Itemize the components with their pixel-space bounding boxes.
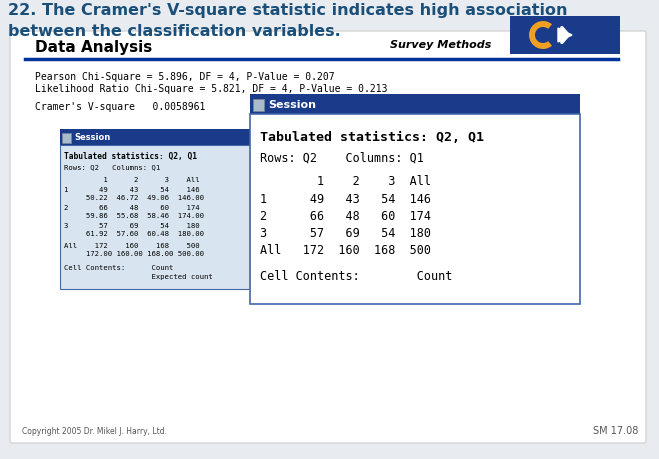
FancyBboxPatch shape (10, 32, 646, 443)
Bar (253, 100, 264, 112)
Bar (510, 17, 620, 55)
Bar (60, 146, 275, 289)
Text: 1      49   43   54  146: 1 49 43 54 146 (260, 193, 431, 206)
Text: 1       49     43     54    146: 1 49 43 54 146 (64, 187, 200, 193)
Polygon shape (558, 29, 572, 43)
Text: 1    2    3  All: 1 2 3 All (260, 174, 431, 188)
Text: 2      66   48   60  174: 2 66 48 60 174 (260, 210, 431, 223)
Text: Pearson Chi-Square = 5.896, DF = 4, P-Value = 0.207: Pearson Chi-Square = 5.896, DF = 4, P-Va… (35, 72, 335, 82)
Bar (62, 134, 71, 144)
Bar (250, 115, 580, 304)
Text: 61.92  57.60  60.48  180.00: 61.92 57.60 60.48 180.00 (64, 230, 204, 236)
Text: Likelihood Ratio Chi-Square = 5.821, DF = 4, P-Value = 0.213: Likelihood Ratio Chi-Square = 5.821, DF … (35, 84, 387, 94)
Text: Data Analysis: Data Analysis (35, 40, 152, 55)
Text: Rows: Q2    Columns: Q1: Rows: Q2 Columns: Q1 (260, 151, 424, 165)
Text: Expected count: Expected count (64, 274, 213, 280)
Text: 50.22  46.72  49.06  146.00: 50.22 46.72 49.06 146.00 (64, 195, 204, 201)
Text: Tabulated statistics: Q2, Q1: Tabulated statistics: Q2, Q1 (260, 131, 484, 144)
Bar (250, 95, 580, 115)
Text: 172.00 160.00 168.00 500.00: 172.00 160.00 168.00 500.00 (64, 251, 204, 257)
Text: Session: Session (268, 100, 316, 110)
Text: 3       57     69     54    180: 3 57 69 54 180 (64, 223, 200, 229)
Text: between the classification variables.: between the classification variables. (8, 24, 341, 39)
Text: All   172  160  168  500: All 172 160 168 500 (260, 243, 431, 257)
Text: 1      2      3    All: 1 2 3 All (64, 177, 200, 183)
Text: 3      57   69   54  180: 3 57 69 54 180 (260, 226, 431, 240)
Text: Survey Methods: Survey Methods (390, 40, 492, 50)
Bar (60, 130, 275, 146)
Text: All    172    160    168    500: All 172 160 168 500 (64, 242, 200, 248)
Wedge shape (529, 22, 552, 50)
Text: 22. The Cramer's V-square statistic indicates high association: 22. The Cramer's V-square statistic indi… (8, 3, 567, 18)
Text: Cell Contents:        Count: Cell Contents: Count (260, 269, 452, 282)
Text: 2       66     48     60    174: 2 66 48 60 174 (64, 205, 200, 211)
Text: Session: Session (74, 133, 110, 142)
Text: 59.86  55.68  58.46  174.00: 59.86 55.68 58.46 174.00 (64, 213, 204, 218)
Text: Cramer's V-square   0.0058961: Cramer's V-square 0.0058961 (35, 102, 206, 112)
Text: Rows: Q2   Columns: Q1: Rows: Q2 Columns: Q1 (64, 164, 160, 170)
Text: Copyright 2005 Dr. Mikel J. Harry, Ltd.: Copyright 2005 Dr. Mikel J. Harry, Ltd. (22, 426, 167, 435)
Text: Cell Contents:      Count: Cell Contents: Count (64, 264, 173, 270)
Text: SM 17.08: SM 17.08 (592, 425, 638, 435)
Text: Tabulated statistics: Q2, Q1: Tabulated statistics: Q2, Q1 (64, 151, 197, 161)
